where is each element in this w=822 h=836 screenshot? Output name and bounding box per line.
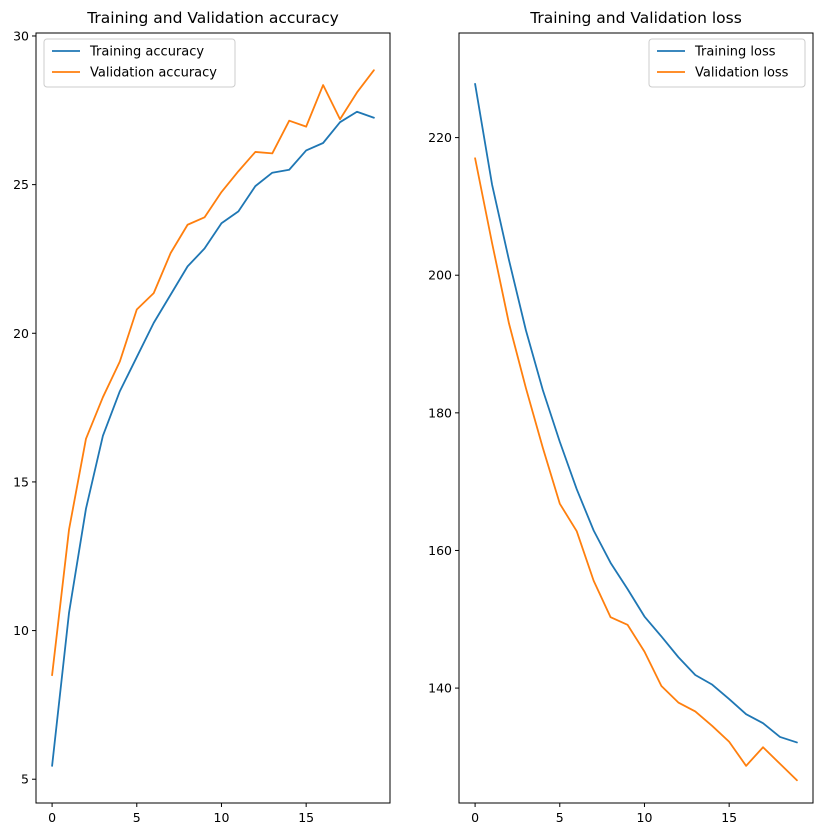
accuracy-legend: Training accuracy Validation accuracy <box>43 38 236 88</box>
loss-series-lines <box>474 83 798 782</box>
accuracy-axes-frame <box>35 32 391 804</box>
accuracy-y-tick-label: 15 <box>13 474 29 489</box>
loss-x-tick-label: 5 <box>556 810 564 825</box>
accuracy-axis-ticks: 0 5 10 15 5 10 15 20 25 30 <box>13 28 314 825</box>
accuracy-x-tick-label: 15 <box>298 810 314 825</box>
accuracy-y-tick-label: 25 <box>13 177 29 192</box>
accuracy-series-lines <box>51 69 375 767</box>
loss-axes-frame <box>458 32 814 804</box>
loss-y-tick-label: 220 <box>428 130 452 145</box>
accuracy-y-tick-label: 5 <box>21 772 29 787</box>
accuracy-y-tick-label: 20 <box>13 326 29 341</box>
loss-legend-label: Validation loss <box>695 66 789 81</box>
loss-y-tick-label: 200 <box>428 268 452 283</box>
loss-y-tick-label: 140 <box>428 681 452 696</box>
accuracy-series-line-validation <box>51 69 375 677</box>
accuracy-x-tick-label: 5 <box>133 810 141 825</box>
accuracy-axes: Training and Validation accuracy 0 5 10 15 5… <box>13 9 391 825</box>
loss-series-line-training <box>474 83 798 744</box>
loss-legend-label: Training loss <box>694 45 776 60</box>
accuracy-chart-title: Training and Validation accuracy <box>86 9 339 27</box>
loss-series-line-validation <box>474 157 798 782</box>
accuracy-legend-label: Training accuracy <box>89 45 204 60</box>
loss-x-tick-label: 10 <box>637 810 653 825</box>
loss-y-tick-label: 160 <box>428 543 452 558</box>
accuracy-x-tick-label: 0 <box>48 810 56 825</box>
accuracy-series-line-training <box>51 110 375 767</box>
loss-x-tick-label: 15 <box>721 810 737 825</box>
loss-legend-box <box>648 38 806 88</box>
loss-y-tick-label: 180 <box>428 405 452 420</box>
loss-axes: Training and Validation loss 0 5 10 15 140 16… <box>428 9 814 825</box>
accuracy-y-tick-label: 30 <box>13 28 29 43</box>
loss-chart-title: Training and Validation loss <box>529 9 742 27</box>
accuracy-x-tick-label: 10 <box>214 810 230 825</box>
accuracy-legend-box <box>43 38 236 88</box>
loss-axis-ticks: 0 5 10 15 140 160 180 200 220 <box>428 130 737 825</box>
loss-legend: Training loss Validation loss <box>648 38 806 88</box>
accuracy-y-tick-label: 10 <box>13 623 29 638</box>
accuracy-legend-label: Validation accuracy <box>90 66 217 81</box>
loss-x-tick-label: 0 <box>471 810 479 825</box>
